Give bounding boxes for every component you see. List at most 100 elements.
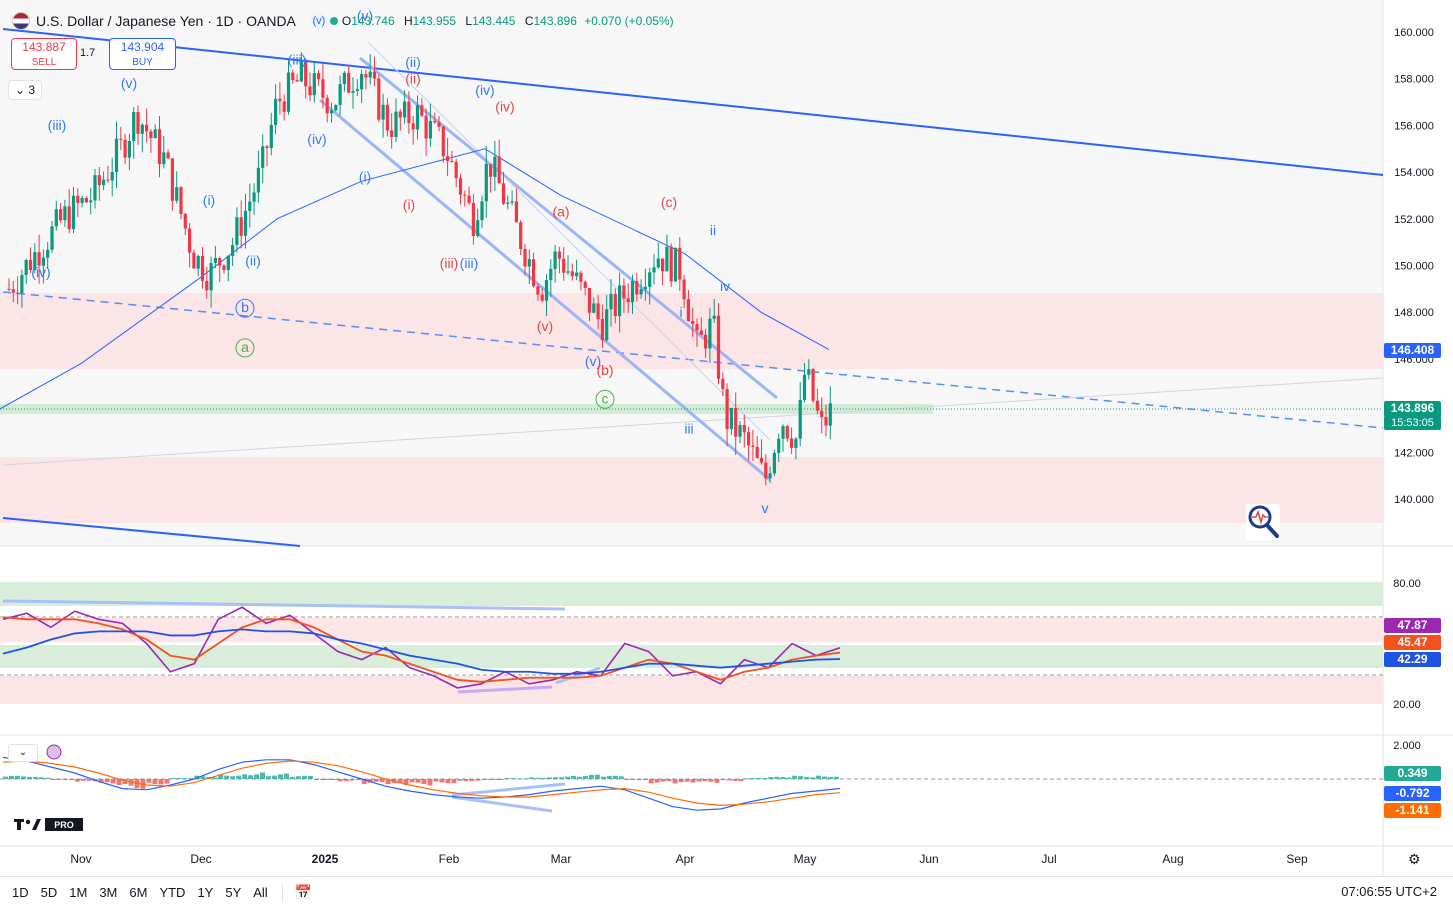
rsi-series-line[interactable] [2, 628, 841, 675]
wave-label[interactable]: i [679, 304, 682, 320]
wave-label[interactable]: iv [720, 278, 730, 294]
macd-histogram-bar [403, 779, 409, 786]
macd-histogram-bar [260, 772, 266, 779]
candle-body [329, 110, 334, 114]
wave-label[interactable]: (iii) [460, 255, 479, 271]
wave-label[interactable]: a [241, 339, 249, 355]
ma-price-badge: 146.408 [1384, 343, 1441, 358]
candle-body [157, 129, 162, 165]
macd-histogram-bar [289, 776, 295, 779]
macd-series-line[interactable] [2, 756, 841, 811]
wave-label[interactable]: (i) [403, 196, 415, 212]
range-5d-button[interactable]: 5D [40, 885, 58, 900]
wave-label[interactable]: (iv) [475, 82, 494, 98]
wave-label[interactable]: (i) [359, 168, 371, 184]
calendar-icon[interactable]: 📅 [294, 884, 313, 900]
wave-label[interactable]: (iii) [288, 52, 307, 68]
wave-label[interactable]: ii [710, 222, 716, 238]
symbol-title[interactable]: U.S. Dollar / Japanese Yen · 1D · OANDA [36, 13, 296, 29]
candle-body [704, 334, 708, 349]
macd-divergence-line[interactable] [451, 782, 566, 797]
indicators-collapse-button[interactable]: ⌄ 3 [8, 80, 42, 100]
macd-histogram-bar [559, 777, 564, 779]
zoom-search-icon[interactable] [1246, 504, 1280, 540]
channel-midline[interactable] [367, 41, 771, 441]
candle-body [755, 446, 759, 458]
candle-body [50, 226, 54, 250]
trendline[interactable] [2, 517, 301, 547]
wave-label[interactable]: (b) [596, 362, 613, 378]
candle-body [243, 210, 248, 236]
eye-icon[interactable]: (v) [309, 12, 328, 30]
candle-body [480, 201, 484, 221]
moving-average-line[interactable] [0, 148, 830, 418]
macd-series-line[interactable] [2, 760, 841, 807]
candle-body [471, 203, 475, 237]
candle-body [454, 161, 458, 179]
candle-body [110, 172, 114, 181]
wave-label[interactable]: b [241, 299, 249, 315]
dashed-trendline[interactable] [2, 291, 1384, 429]
macd-divergence-line[interactable] [451, 795, 553, 813]
high-value: 143.955 [412, 14, 457, 28]
candle-body [618, 285, 622, 317]
macd-histogram-bar [176, 777, 182, 779]
wave-label[interactable]: (v) [357, 7, 373, 23]
channel-line[interactable] [359, 56, 778, 400]
range-6m-button[interactable]: 6M [129, 885, 148, 900]
buy-button[interactable]: 143.904 BUY [109, 38, 176, 70]
trendline[interactable] [2, 28, 1384, 176]
y-tick-label: 158.000 [1394, 74, 1434, 86]
long-trendline[interactable] [2, 377, 1384, 466]
rsi-divergence-line[interactable] [555, 666, 601, 685]
wave-label[interactable]: (v) [537, 318, 553, 334]
wave-label[interactable]: (c) [661, 194, 677, 210]
pane-collapse-button[interactable]: ⌄ [8, 744, 38, 762]
wave-label[interactable]: (a) [552, 203, 569, 219]
macd-histogram-bar [349, 779, 355, 781]
candle-body [205, 280, 209, 291]
range-1y-button[interactable]: 1Y [197, 885, 214, 900]
wave-label[interactable]: (iv) [31, 264, 50, 280]
candle-body [742, 425, 746, 433]
macd-histogram-bar [38, 777, 44, 779]
candle-body [768, 473, 772, 479]
candle-body [764, 462, 768, 479]
wave-label[interactable]: (ii) [405, 54, 421, 70]
range-5y-button[interactable]: 5Y [225, 885, 242, 900]
range-all-button[interactable]: All [253, 885, 268, 900]
wave-label[interactable]: (iv) [307, 131, 326, 147]
macd-histogram-bar [541, 777, 547, 779]
wave-label[interactable]: iii [684, 421, 693, 437]
settings-gear-icon[interactable]: ⚙ [1408, 851, 1421, 867]
clock-timezone[interactable]: 07:06:55 UTC+2 [1341, 884, 1437, 899]
rsi-series-line[interactable] [2, 616, 841, 683]
macd-histogram-bar [218, 774, 224, 779]
wave-label[interactable]: (ii) [245, 253, 261, 269]
macd-histogram-bar [798, 776, 804, 779]
macd-histogram-bar [822, 776, 828, 779]
wave-label[interactable]: (iii) [48, 117, 67, 133]
candle-body [648, 272, 652, 287]
wave-label[interactable]: (v) [121, 75, 137, 91]
wave-label[interactable]: (i) [203, 192, 215, 208]
range-1d-button[interactable]: 1D [12, 885, 29, 900]
rsi-divergence-line[interactable] [457, 685, 553, 694]
range-ytd-button[interactable]: YTD [159, 885, 186, 900]
sell-button[interactable]: 143.887 SELL [11, 38, 77, 70]
candle-body [291, 72, 295, 81]
wave-label[interactable]: v [762, 500, 769, 516]
range-1m-button[interactable]: 1M [69, 885, 88, 900]
rsi-divergence-line[interactable] [2, 599, 566, 611]
candle-body [149, 131, 153, 139]
wave-label[interactable]: (v) [585, 353, 601, 369]
wave-label[interactable]: (ii) [405, 70, 421, 86]
range-3m-button[interactable]: 3M [99, 885, 118, 900]
usd-flag-icon [12, 12, 30, 30]
x-tick-label: May [794, 852, 817, 866]
macd-marker-icon[interactable] [46, 744, 62, 760]
wave-label[interactable]: c [602, 390, 609, 406]
wave-label[interactable]: (iv) [495, 98, 514, 114]
wave-label[interactable]: (iii) [440, 255, 459, 271]
